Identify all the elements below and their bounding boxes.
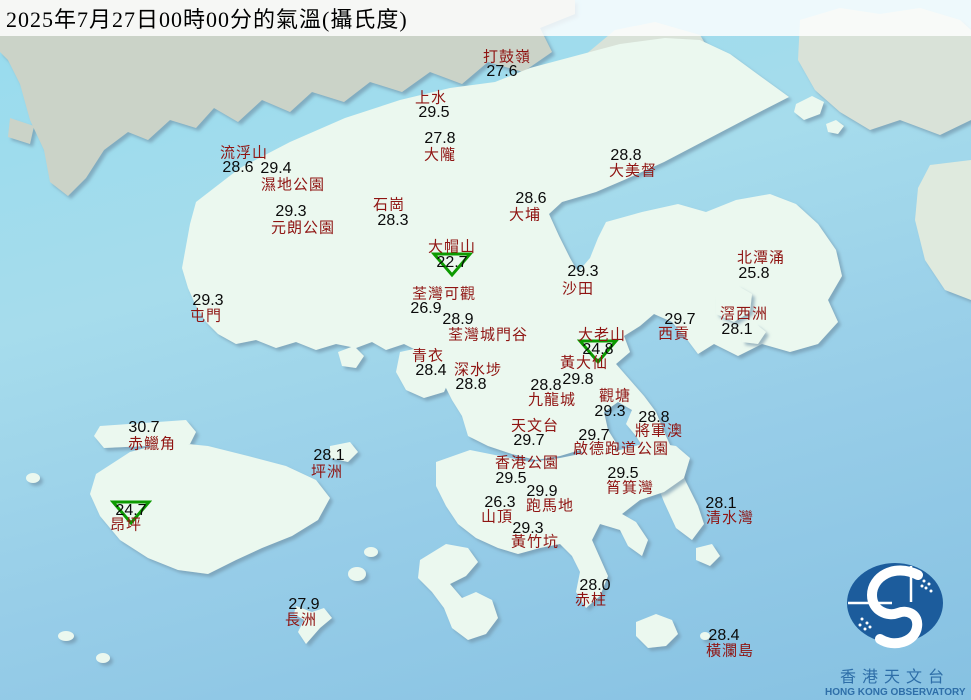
hko-logo-name-en: HONG KONG OBSERVATORY [825,687,966,698]
station-temperature-value: 27.6 [486,63,518,80]
title-bar: 2025年7月27日00時00分的氣溫(攝氏度) [0,0,971,36]
outlying-islands [26,96,844,663]
station-name: 觀塘 [598,388,632,405]
station-temperature-value: 29.9 [526,483,558,500]
station-name: 沙田 [561,281,595,298]
station-temperature-value: 28.3 [377,212,409,229]
station-name: 橫瀾島 [705,643,755,660]
min-temperature-triangle-icon [577,339,619,365]
station-name: 山頂 [480,509,514,526]
station-name: 香港公園 [494,455,560,472]
station-name: 清水灣 [705,510,755,527]
station-name: 屯門 [189,308,223,325]
station-temperature-value: 28.6 [515,190,547,207]
station-name: 黃竹坑 [510,534,560,551]
station-temperature-value: 24.8 [582,341,614,358]
station-name: 大隴 [423,147,457,164]
station-temperature-value: 29.3 [594,403,626,420]
station-name: 深水埗 [453,362,503,379]
hko-logo-icon [847,563,943,649]
station-temperature-value: 26.3 [484,494,516,511]
station-name: 赤鱲角 [127,436,177,453]
station-temperature-value: 28.8 [530,377,562,394]
station-name: 荃灣城門谷 [447,327,529,344]
station-name: 天文台 [510,418,560,435]
station-name: 上水 [414,90,448,107]
station-temperature-value: 29.7 [513,432,545,449]
station-temperature-value: 29.5 [418,104,450,121]
station-temperature-value: 28.0 [579,577,611,594]
station-name: 大埔 [508,207,542,224]
station-temperature-value: 30.7 [128,419,160,436]
station-name: 青衣 [411,348,445,365]
station-temperature-value: 28.4 [415,362,447,379]
station-name: 西貢 [657,326,691,343]
station-temperature-value: 28.8 [610,147,642,164]
station-temperature-value: 28.1 [721,321,753,338]
station-name: 長洲 [284,612,318,629]
station-name: 赤柱 [574,592,608,609]
station-temperature-value: 28.8 [638,409,670,426]
station-name: 跑馬地 [525,498,575,515]
station-temperature-value: 29.5 [495,470,527,487]
station-temperature-value: 29.3 [275,203,307,220]
station-temperature-value: 27.8 [424,130,456,147]
station-temperature-value: 29.3 [567,263,599,280]
station-name: 滘西洲 [719,306,769,323]
min-temperature-triangle-icon [431,252,473,278]
station-temperature-value: 22.7 [436,254,468,271]
station-temperature-value: 28.4 [708,627,740,644]
station-temperature-value: 28.1 [705,495,737,512]
hko-logo-name-zh: 香港天文台 [839,669,950,686]
station-name: 將軍澳 [634,423,684,440]
new-territories-landmass [182,38,842,540]
station-name: 昂坪 [109,517,143,534]
station-temperature-value: 26.9 [410,300,442,317]
station-name: 打鼓嶺 [482,49,532,66]
station-temperature-value: 27.9 [288,596,320,613]
station-temperature-value: 28.1 [313,447,345,464]
station-name: 大美督 [608,163,658,180]
min-temperature-triangle-icon [110,500,152,526]
hong-kong-island [436,442,690,608]
station-name: 荃灣可觀 [411,286,477,303]
station-name: 北潭涌 [736,250,786,267]
station-temperature-value: 25.8 [738,265,770,282]
station-name: 九龍城 [527,392,577,409]
station-name: 大老山 [577,327,627,344]
station-temperature-value: 29.7 [664,311,696,328]
station-name: 元朗公園 [270,220,336,237]
station-temperature-value: 29.3 [512,520,544,537]
station-temperature-value: 29.3 [192,292,224,309]
station-temperature-value: 29.4 [260,160,292,177]
station-temperature-value: 28.6 [222,159,254,176]
station-name: 啟德跑道公園 [572,441,670,458]
station-name: 黃大仙 [559,355,609,372]
station-name: 筲箕灣 [605,480,655,497]
station-temperature-value: 24.7 [115,502,147,519]
station-name: 石崗 [372,197,406,214]
station-temperature-value: 29.8 [562,371,594,388]
station-temperature-value: 28.8 [455,376,487,393]
station-temperature-value: 29.7 [578,427,610,444]
station-name: 流浮山 [219,145,269,162]
page-title: 2025年7月27日00時00分的氣溫(攝氏度) [6,7,408,32]
station-name: 坪洲 [310,464,344,481]
station-name: 大帽山 [427,239,477,256]
mainland-landmass [0,0,971,300]
hko-logo: 香港天文台 HONG KONG OBSERVATORY [825,553,966,698]
station-temperature-value: 28.9 [442,311,474,328]
station-name: 濕地公園 [260,177,326,194]
station-temperature-value: 29.5 [607,465,639,482]
